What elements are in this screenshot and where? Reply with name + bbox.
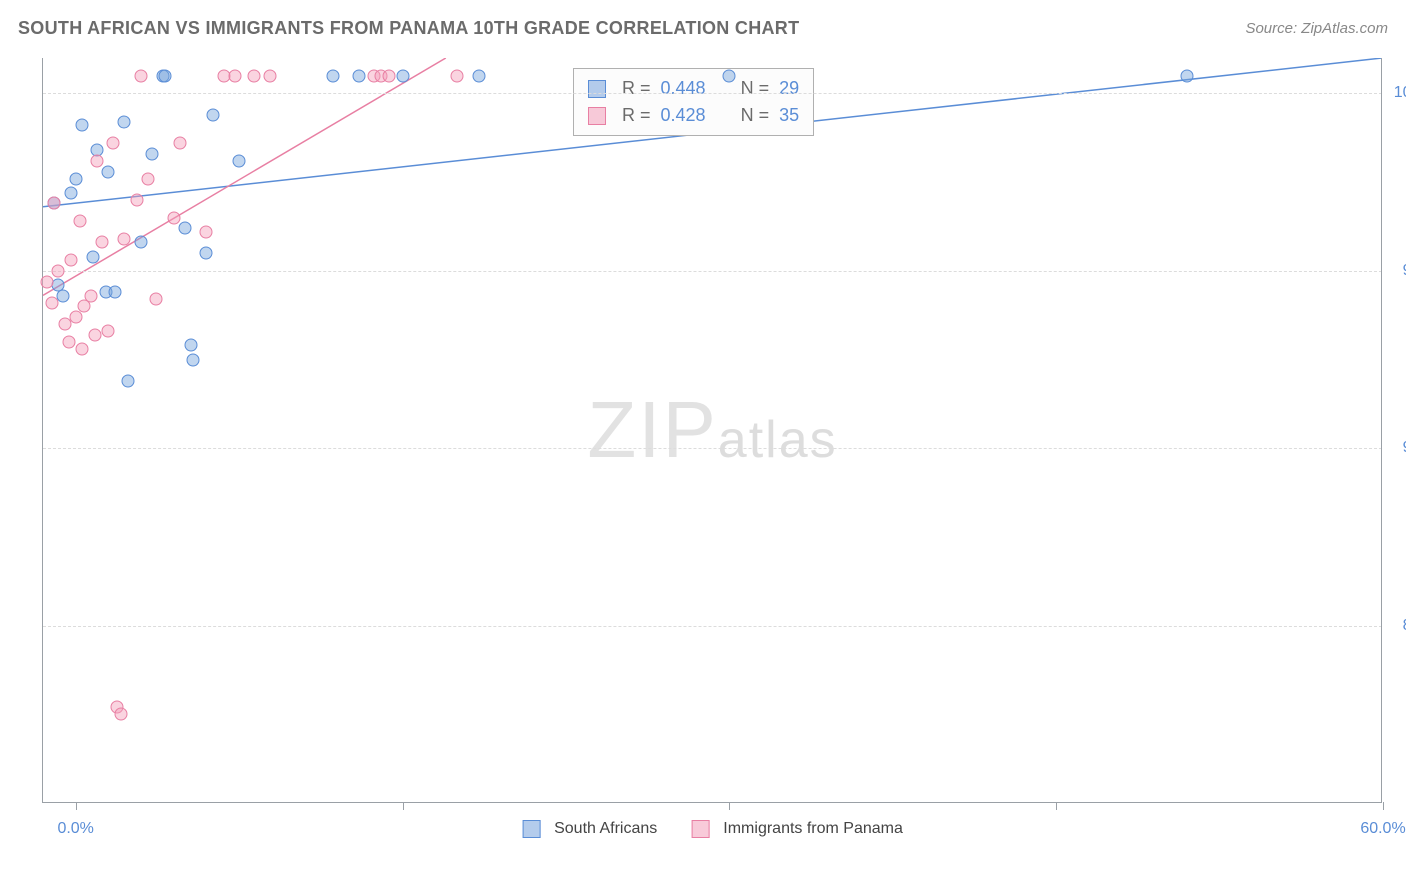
data-point — [352, 69, 365, 82]
data-point — [87, 250, 100, 263]
data-point — [121, 374, 134, 387]
data-point — [723, 69, 736, 82]
data-point — [108, 286, 121, 299]
data-point — [326, 69, 339, 82]
y-tick-label: 95.0% — [1403, 262, 1406, 280]
trendlines-layer — [43, 58, 1382, 802]
data-point — [396, 69, 409, 82]
y-tick-label: 85.0% — [1403, 617, 1406, 635]
data-point — [65, 254, 78, 267]
x-tick — [1383, 802, 1384, 810]
chart-title: SOUTH AFRICAN VS IMMIGRANTS FROM PANAMA … — [18, 18, 799, 39]
data-point — [206, 108, 219, 121]
gridline-h — [43, 271, 1382, 272]
data-point — [76, 342, 89, 355]
data-point — [84, 289, 97, 302]
n-label: N = — [741, 102, 770, 129]
x-tick-label: 60.0% — [1360, 820, 1405, 838]
data-point — [187, 353, 200, 366]
data-point — [47, 197, 60, 210]
data-point — [450, 69, 463, 82]
y-tick-label: 100.0% — [1394, 84, 1406, 102]
data-point — [248, 69, 261, 82]
x-tick — [76, 802, 77, 810]
data-point — [45, 296, 58, 309]
data-point — [200, 225, 213, 238]
n-value: 29 — [779, 75, 799, 102]
r-label: R = — [622, 102, 651, 129]
data-point — [69, 172, 82, 185]
data-point — [65, 186, 78, 199]
data-point — [200, 247, 213, 260]
data-point — [52, 264, 65, 277]
stats-row: R = 0.448 N = 29 — [588, 75, 799, 102]
gridline-h — [43, 93, 1382, 94]
data-point — [383, 69, 396, 82]
data-point — [130, 193, 143, 206]
data-point — [117, 115, 130, 128]
data-point — [135, 69, 148, 82]
gridline-h — [43, 626, 1382, 627]
series-legend: South Africans Immigrants from Panama — [522, 820, 903, 838]
data-point — [117, 232, 130, 245]
stats-legend: R = 0.448 N = 29R = 0.428 N = 35 — [573, 68, 814, 136]
r-value: 0.448 — [661, 75, 706, 102]
legend-item: Immigrants from Panama — [691, 820, 903, 838]
gridline-h — [43, 448, 1382, 449]
data-point — [115, 708, 128, 721]
stats-row: R = 0.428 N = 35 — [588, 102, 799, 129]
data-point — [74, 215, 87, 228]
data-point — [141, 172, 154, 185]
data-point — [167, 211, 180, 224]
data-point — [106, 137, 119, 150]
source-label: Source: ZipAtlas.com — [1245, 20, 1388, 37]
data-point — [102, 165, 115, 178]
legend-swatch — [522, 820, 540, 838]
r-label: R = — [622, 75, 651, 102]
legend-label: South Africans — [554, 820, 657, 838]
data-point — [63, 335, 76, 348]
data-point — [233, 154, 246, 167]
watermark: ZIPatlas — [587, 384, 837, 476]
data-point — [76, 119, 89, 132]
legend-item: South Africans — [522, 820, 657, 838]
data-point — [91, 154, 104, 167]
data-point — [145, 147, 158, 160]
data-point — [95, 236, 108, 249]
data-point — [135, 236, 148, 249]
data-point — [472, 69, 485, 82]
x-tick — [729, 802, 730, 810]
data-point — [150, 293, 163, 306]
data-point — [185, 339, 198, 352]
r-value: 0.428 — [661, 102, 706, 129]
data-point — [41, 275, 54, 288]
data-point — [1180, 69, 1193, 82]
data-point — [89, 328, 102, 341]
data-point — [174, 137, 187, 150]
legend-label: Immigrants from Panama — [723, 820, 903, 838]
data-point — [178, 222, 191, 235]
data-point — [56, 289, 69, 302]
plot-area: ZIPatlas R = 0.448 N = 29R = 0.428 N = 3… — [42, 58, 1382, 803]
data-point — [102, 325, 115, 338]
data-point — [228, 69, 241, 82]
legend-swatch — [588, 80, 606, 98]
data-point — [69, 310, 82, 323]
n-value: 35 — [779, 102, 799, 129]
x-tick — [403, 802, 404, 810]
n-label: N = — [741, 75, 770, 102]
x-tick — [1056, 802, 1057, 810]
legend-swatch — [588, 107, 606, 125]
legend-swatch — [691, 820, 709, 838]
x-tick-label: 0.0% — [57, 820, 93, 838]
data-point — [159, 69, 172, 82]
data-point — [263, 69, 276, 82]
y-tick-label: 90.0% — [1403, 439, 1406, 457]
